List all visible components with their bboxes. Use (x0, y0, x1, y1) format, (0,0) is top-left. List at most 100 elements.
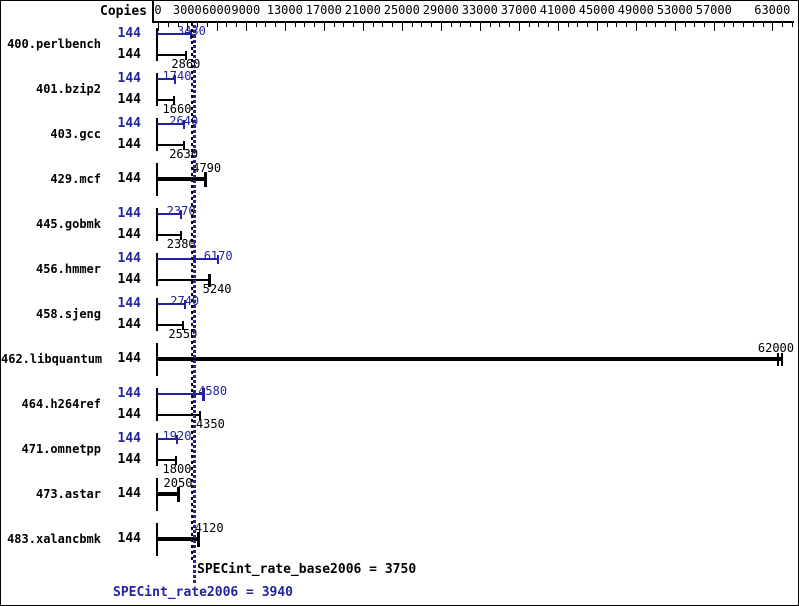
x-tick (743, 23, 744, 27)
peak-value-label: 1740 (162, 69, 192, 83)
x-tick-label: 6000 (202, 3, 231, 17)
x-tick (626, 23, 627, 27)
x-tick (245, 23, 247, 31)
x-tick (645, 23, 647, 27)
x-tick (587, 23, 588, 27)
x-tick (440, 23, 442, 31)
x-tick-label: 45000 (578, 3, 615, 17)
x-tick (782, 23, 783, 27)
peak-value-label: 6170 (203, 249, 233, 263)
x-tick-label: 9000 (231, 3, 261, 17)
x-tick (470, 23, 471, 27)
x-tick-label: 21000 (344, 3, 381, 17)
x-tick (294, 23, 296, 27)
copies-axis-separator (152, 1, 154, 22)
x-tick-label: 53000 (656, 3, 693, 17)
peak-value-label: 2370 (166, 204, 196, 218)
copies-label: 144 (117, 26, 141, 41)
benchmark-label: 400.perlbench (7, 37, 101, 51)
x-tick (392, 23, 393, 27)
x-tick (665, 23, 666, 27)
x-tick (421, 23, 423, 27)
group-axis-cap (156, 433, 158, 466)
x-tick-label: 37000 (500, 3, 537, 17)
x-tick (304, 23, 306, 27)
peak-bar (157, 258, 219, 260)
x-tick (333, 23, 335, 27)
x-tick (684, 23, 686, 27)
group-axis-cap (156, 388, 158, 421)
x-tick (450, 23, 452, 27)
x-tick (314, 23, 315, 27)
x-tick (197, 23, 198, 27)
x-tick-label: 63000 (754, 3, 791, 17)
x-tick-label: 57000 (695, 3, 732, 17)
base-value-label: 2630 (169, 147, 199, 161)
x-tick (499, 23, 501, 27)
copies-label: 144 (117, 452, 141, 467)
x-tick-label: 33000 (461, 3, 498, 17)
bar-end-cap (182, 141, 185, 150)
copies-label: 144 (117, 486, 141, 501)
bar-end-cap (182, 120, 185, 129)
copies-label: 144 (117, 171, 141, 186)
copies-label: 144 (117, 531, 141, 546)
base-value-label: 4350 (195, 417, 225, 431)
group-axis-cap (156, 73, 158, 106)
x-tick (606, 23, 608, 27)
bar-end-cap (180, 210, 183, 219)
benchmark-label: 483.xalancbmk (7, 532, 101, 546)
base-bar (157, 537, 199, 541)
x-tick-label: 0 (154, 3, 162, 17)
base-bar (157, 54, 186, 56)
base-value-label: 1800 (162, 462, 192, 476)
benchmark-label: 473.astar (35, 487, 101, 501)
bar-end-cap (177, 487, 180, 502)
x-tick (479, 23, 481, 31)
peak-value-label: 4580 (198, 384, 228, 398)
x-tick (167, 23, 169, 27)
x-tick (596, 23, 598, 31)
peak-bar (157, 393, 203, 395)
base-bar (157, 234, 182, 236)
bar-end-cap (174, 456, 177, 465)
x-tick (509, 23, 510, 27)
base-bar (157, 177, 205, 181)
x-tick (255, 23, 257, 27)
x-tick-label: 25000 (383, 3, 420, 17)
x-tick (236, 23, 237, 27)
x-tick (372, 23, 374, 27)
peak-bar (157, 78, 175, 80)
x-tick (713, 23, 715, 31)
single-value-label: 62000 (757, 341, 794, 355)
base-bar (157, 324, 183, 326)
copies-label: 144 (117, 351, 141, 366)
x-axis-line (152, 21, 794, 23)
x-tick (791, 23, 793, 27)
x-tick (353, 23, 354, 27)
base-bar (157, 414, 201, 416)
base-value-label: 2550 (168, 327, 198, 341)
base-bar (157, 459, 176, 461)
peak-value-label: 1920 (162, 429, 192, 443)
copies-label: 144 (117, 227, 141, 242)
x-tick (694, 23, 696, 27)
peak-bar (157, 303, 185, 305)
x-tick (548, 23, 549, 27)
x-tick (158, 23, 159, 31)
x-tick (762, 23, 764, 27)
x-tick (265, 23, 267, 27)
base-bar (157, 144, 184, 146)
bar-end-cap (201, 388, 205, 401)
x-tick (704, 23, 705, 27)
copies-label: 144 (117, 272, 141, 287)
x-tick (401, 23, 403, 31)
x-tick (528, 23, 530, 27)
bar-end-cap (197, 532, 201, 547)
copies-label: 144 (117, 431, 141, 446)
x-tick (206, 23, 208, 27)
x-tick (723, 23, 725, 27)
bar-end-cap (174, 75, 176, 84)
x-tick (567, 23, 569, 27)
x-tick (635, 23, 637, 31)
